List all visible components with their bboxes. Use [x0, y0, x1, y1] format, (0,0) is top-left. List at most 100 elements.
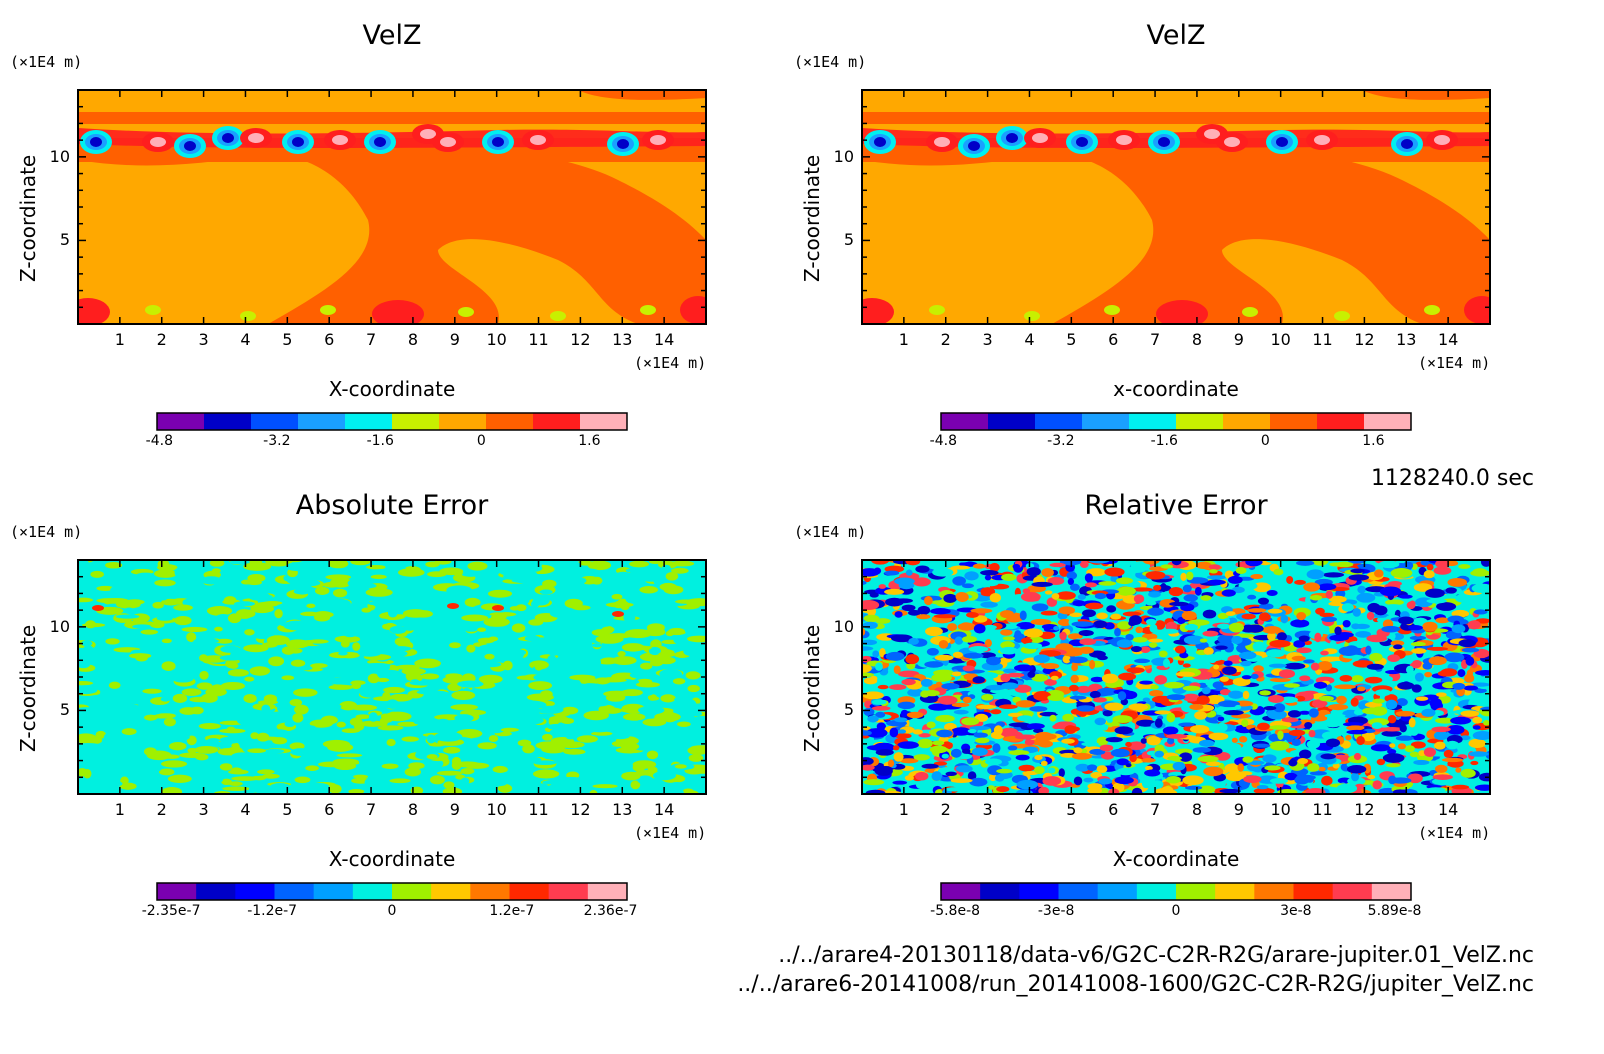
error-blob: [1000, 629, 1013, 636]
error-blob: [1110, 613, 1122, 620]
error-blob: [111, 781, 123, 787]
error-blob: [405, 590, 428, 601]
error-blob: [1047, 694, 1065, 701]
error-blob: [620, 603, 630, 611]
error-blob: [1213, 664, 1220, 670]
error-blob: [219, 655, 243, 661]
error-blob: [1149, 690, 1164, 697]
x-tick-label: 12: [1354, 330, 1375, 349]
error-blob: [571, 754, 585, 765]
error-blob: [984, 580, 999, 587]
colorbar-swatch: [392, 413, 440, 430]
error-blob: [992, 743, 1001, 753]
error-blob: [934, 654, 954, 661]
error-blob: [621, 771, 641, 781]
error-blob: [575, 594, 589, 601]
error-blob: [1250, 574, 1264, 580]
field-band: [78, 90, 706, 112]
error-blob: [1161, 786, 1174, 794]
x-tick-label: 4: [240, 800, 251, 819]
error-blob: [1296, 647, 1312, 654]
x-unit-label: (×1E4 m): [634, 354, 707, 372]
error-blob: [1463, 685, 1479, 691]
error-blob: [257, 769, 275, 775]
x-tick-label: 7: [365, 330, 377, 349]
error-blob: [284, 721, 296, 728]
error-blob: [172, 675, 194, 683]
error-blob: [1096, 687, 1118, 696]
error-blob: [951, 702, 970, 708]
error-blob: [1182, 584, 1192, 593]
error-blob: [426, 754, 438, 760]
error-blob: [357, 583, 377, 589]
error-blob: [1366, 663, 1384, 670]
error-blob: [1007, 745, 1018, 751]
error-blob: [1206, 579, 1226, 585]
error-blob: [638, 705, 665, 715]
error-blob: [654, 732, 667, 738]
error-blob: [913, 754, 930, 761]
error-blob: [1064, 725, 1077, 735]
error-blob: [432, 759, 444, 768]
error-blob: [123, 607, 135, 616]
error-blob: [221, 778, 233, 786]
error-blob: [1085, 602, 1104, 610]
error-blob: [119, 682, 131, 692]
field-region: [78, 150, 706, 324]
error-blob: [1087, 783, 1103, 790]
error-blob: [171, 590, 199, 596]
error-blob: [591, 657, 602, 667]
error-blob: [894, 717, 908, 723]
error-blob: [1219, 676, 1229, 682]
error-blob: [161, 786, 183, 794]
error-blob: [1034, 755, 1043, 761]
error-blob: [539, 589, 553, 595]
error-blob: [1331, 660, 1344, 670]
error-blob: [366, 564, 387, 570]
error-blob: [985, 758, 1003, 766]
error-blob: [631, 645, 652, 651]
error-blob: [1102, 710, 1113, 717]
colorbar-label: 1.6: [1362, 433, 1385, 449]
error-blob: [325, 574, 352, 580]
error-blob: [1411, 611, 1429, 618]
colorbar-swatch: [580, 413, 628, 430]
error-blob: [1351, 675, 1364, 683]
error-blob: [431, 651, 444, 659]
error-blob: [1208, 564, 1221, 570]
error-blob: [439, 567, 464, 576]
colorbar-swatch: [313, 883, 354, 900]
error-blob: [394, 636, 411, 647]
error-blob: [1117, 691, 1127, 701]
x-tick-label: 5: [282, 800, 293, 819]
error-blob: [347, 579, 358, 587]
error-blob: [1089, 748, 1106, 755]
error-blob: [173, 604, 193, 611]
error-blob: [513, 663, 526, 673]
error-blob: [1228, 690, 1244, 699]
error-blob: [1224, 763, 1242, 774]
error-blob: [439, 638, 456, 643]
error-blob: [261, 704, 271, 713]
error-blob: [92, 605, 104, 611]
error-blob: [548, 718, 559, 726]
colorbar-swatch: [1019, 883, 1059, 900]
error-blob: [1325, 590, 1333, 599]
error-blob: [1073, 776, 1083, 786]
error-blob: [1428, 656, 1447, 666]
error-blob: [1325, 738, 1341, 748]
error-blob: [1217, 623, 1231, 630]
error-blob: [364, 778, 378, 787]
error-blob: [1145, 601, 1157, 606]
error-blob: [984, 575, 992, 581]
error-blob: [252, 630, 279, 636]
error-blob: [914, 771, 929, 781]
error-blob: [1478, 772, 1490, 782]
surface-patch: [1464, 296, 1490, 324]
y-unit-label: (×1E4 m): [794, 523, 867, 541]
error-blob: [575, 720, 588, 729]
error-blob: [893, 745, 900, 751]
error-blob: [1318, 766, 1326, 772]
x-tick-label: 2: [940, 330, 951, 349]
error-blob: [908, 637, 919, 645]
